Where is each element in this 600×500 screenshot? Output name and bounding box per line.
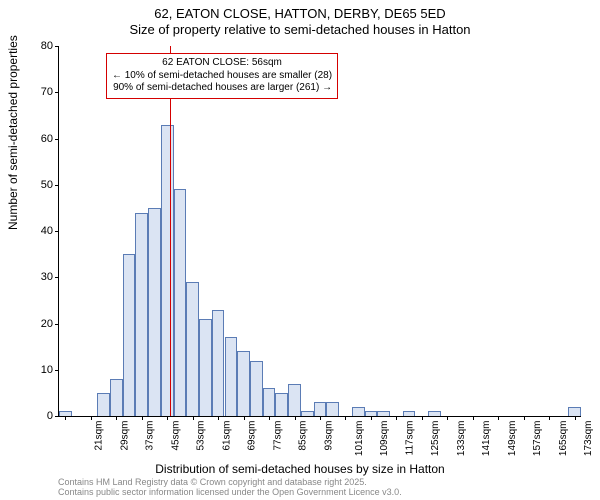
y-tick-label: 20	[29, 318, 53, 330]
x-tick-label: 77sqm	[272, 421, 283, 451]
histogram-bar	[275, 393, 288, 416]
footer-line-2: Contains public sector information licen…	[58, 488, 402, 498]
y-tick-label: 80	[29, 40, 53, 52]
histogram-bar	[123, 254, 136, 416]
histogram-bar	[110, 379, 123, 416]
x-tick-label: 141sqm	[481, 421, 492, 457]
y-tick-label: 30	[29, 271, 53, 283]
annotation-line-1: 62 EATON CLOSE: 56sqm	[112, 57, 332, 70]
x-tick-label: 85sqm	[298, 421, 309, 451]
y-tick-label: 10	[29, 364, 53, 376]
histogram-bar	[148, 208, 161, 416]
histogram-bar	[263, 388, 276, 416]
annotation-line-3: 90% of semi-detached houses are larger (…	[112, 82, 332, 95]
histogram-bar	[250, 361, 263, 417]
annotation-box: 62 EATON CLOSE: 56sqm ← 10% of semi-deta…	[106, 53, 338, 99]
x-tick-label: 21sqm	[94, 421, 105, 451]
histogram-bar	[428, 411, 441, 416]
title-line-2: Size of property relative to semi-detach…	[0, 22, 600, 38]
histogram-bar	[568, 407, 581, 416]
histogram-bar	[352, 407, 365, 416]
x-tick-label: 45sqm	[170, 421, 181, 451]
x-tick-label: 53sqm	[196, 421, 207, 451]
x-tick-label: 173sqm	[583, 421, 594, 457]
x-tick-label: 125sqm	[430, 421, 441, 457]
histogram-bar	[314, 402, 327, 416]
y-tick-label: 0	[29, 410, 53, 422]
footer-attribution: Contains HM Land Registry data © Crown c…	[58, 478, 402, 498]
title-line-1: 62, EATON CLOSE, HATTON, DERBY, DE65 5ED	[0, 6, 600, 22]
x-tick-label: 101sqm	[354, 421, 365, 457]
histogram-bar	[403, 411, 416, 416]
x-tick-label: 37sqm	[145, 421, 156, 451]
y-tick-label: 50	[29, 179, 53, 191]
histogram-bar	[288, 384, 301, 416]
x-tick-label: 69sqm	[247, 421, 258, 451]
chart-titles: 62, EATON CLOSE, HATTON, DERBY, DE65 5ED…	[0, 0, 600, 39]
x-tick-label: 149sqm	[507, 421, 518, 457]
x-tick-label: 93sqm	[323, 421, 334, 451]
reference-line	[170, 46, 171, 416]
histogram-bar	[174, 189, 187, 416]
histogram-bar	[161, 125, 174, 416]
histogram-bar	[199, 319, 212, 416]
x-axis-label: Distribution of semi-detached houses by …	[0, 462, 600, 476]
chart-container: 62, EATON CLOSE, HATTON, DERBY, DE65 5ED…	[0, 0, 600, 500]
histogram-bar	[301, 411, 314, 416]
x-tick-label: 29sqm	[119, 421, 130, 451]
y-tick-label: 40	[29, 225, 53, 237]
x-tick-label: 117sqm	[404, 421, 415, 456]
plot-area: 01020304050607080 21sqm29sqm37sqm45sqm53…	[58, 46, 581, 417]
y-tick-label: 70	[29, 86, 53, 98]
x-tick-label: 165sqm	[558, 421, 569, 457]
x-tick-label: 109sqm	[380, 421, 391, 457]
histogram-bar	[326, 402, 339, 416]
histogram-bar	[97, 393, 110, 416]
y-tick-label: 60	[29, 133, 53, 145]
x-tick-label: 157sqm	[532, 421, 543, 457]
histogram-bar	[186, 282, 199, 416]
histogram-bar	[237, 351, 250, 416]
x-tick-label: 61sqm	[221, 421, 232, 451]
histogram-bars	[59, 46, 581, 416]
histogram-bar	[377, 411, 390, 416]
y-axis-label: Number of semi-detached properties	[6, 35, 20, 230]
x-tick-label: 133sqm	[456, 421, 467, 457]
histogram-bar	[212, 310, 225, 416]
histogram-bar	[135, 213, 148, 417]
annotation-line-2: ← 10% of semi-detached houses are smalle…	[112, 70, 332, 83]
histogram-bar	[225, 337, 238, 416]
